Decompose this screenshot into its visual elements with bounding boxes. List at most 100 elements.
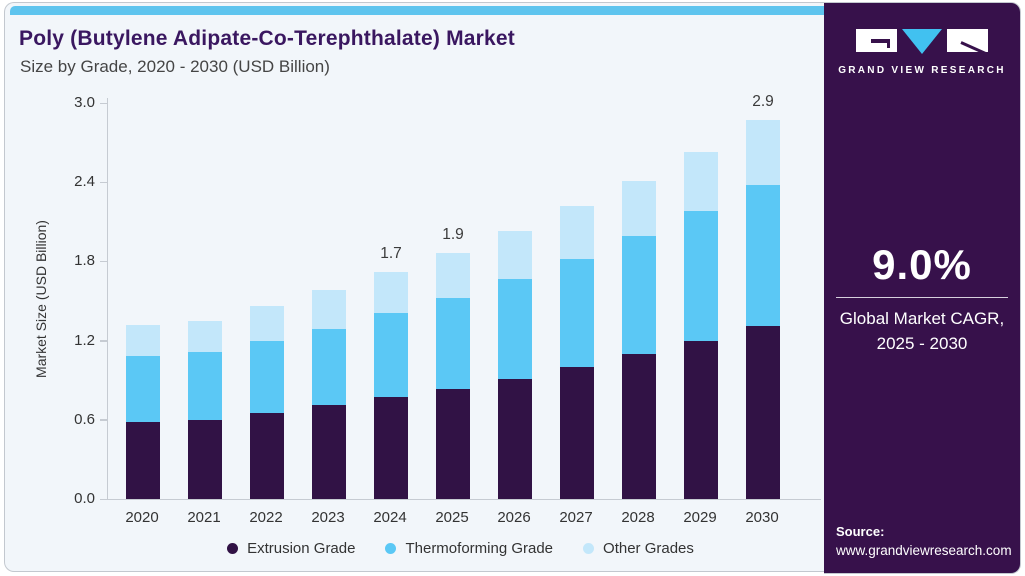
x-tick-label-2030: 2030 xyxy=(745,509,779,526)
bar-2023-extrusion-grade xyxy=(312,405,346,499)
bar-2027 xyxy=(560,206,594,499)
legend-label: Other Grades xyxy=(603,540,694,557)
bar-2020-extrusion-grade xyxy=(126,422,160,499)
bar-2020-thermoforming-grade xyxy=(126,356,160,422)
bar-2023 xyxy=(312,290,346,499)
bar-2028-thermoforming-grade xyxy=(622,236,656,354)
gvr-logo-g-cut xyxy=(871,39,890,47)
bar-2025-other-grades xyxy=(436,253,470,298)
gvr-logo: GRAND VIEW RESEARCH xyxy=(824,29,1020,76)
bar-2025 xyxy=(436,253,470,499)
bar-2021-other-grades xyxy=(188,321,222,352)
bar-2027-other-grades xyxy=(560,206,594,259)
legend-item-other-grades: Other Grades xyxy=(583,540,694,557)
bar-2029-extrusion-grade xyxy=(684,341,718,499)
chart-card: Poly (Butylene Adipate-Co-Terephthalate)… xyxy=(4,2,826,572)
y-tick-mark xyxy=(100,340,107,342)
bar-2022-thermoforming-grade xyxy=(250,341,284,413)
source-block: Source: www.grandviewresearch.com xyxy=(836,522,1012,560)
bar-2023-thermoforming-grade xyxy=(312,329,346,405)
x-tick-label-2021: 2021 xyxy=(187,509,221,526)
bar-2029-thermoforming-grade xyxy=(684,211,718,341)
cagr-divider xyxy=(836,297,1008,298)
bar-2022-extrusion-grade xyxy=(250,413,284,499)
bar-value-label-2024: 1.7 xyxy=(380,245,402,262)
bar-2021-extrusion-grade xyxy=(188,420,222,499)
bar-2028-extrusion-grade xyxy=(622,354,656,499)
bar-2021-thermoforming-grade xyxy=(188,352,222,420)
cagr-value: 9.0% xyxy=(872,241,972,288)
y-axis-title: Market Size (USD Billion) xyxy=(33,220,49,378)
legend-label: Thermoforming Grade xyxy=(405,540,554,557)
bar-2029 xyxy=(684,152,718,499)
y-tick-label: 2.4 xyxy=(74,173,95,191)
y-tick-mark xyxy=(100,260,107,263)
x-tick-label-2024: 2024 xyxy=(373,509,407,526)
bar-2024-other-grades xyxy=(374,272,408,313)
source-label: Source: xyxy=(836,524,885,539)
y-tick-mark xyxy=(100,102,107,104)
bar-2023-other-grades xyxy=(312,290,346,329)
gvr-logo-r-cut xyxy=(960,41,990,57)
cagr-caption-line1: Global Market CAGR, xyxy=(839,309,1005,328)
bar-2024-extrusion-grade xyxy=(374,397,408,499)
legend-dot-icon xyxy=(227,543,239,554)
cagr-caption-line2: 2025 - 2030 xyxy=(876,334,968,353)
bar-2028 xyxy=(622,181,656,499)
chart-subtitle: Size by Grade, 2020 - 2030 (USD Billion) xyxy=(20,57,330,76)
bar-2022 xyxy=(250,306,284,499)
bar-2026-other-grades xyxy=(498,231,532,279)
y-tick-mark xyxy=(100,498,107,500)
y-tick-label: 1.8 xyxy=(74,252,95,270)
bar-2030-thermoforming-grade xyxy=(746,185,780,326)
bar-2025-thermoforming-grade xyxy=(436,298,470,389)
y-tick-label: 1.2 xyxy=(74,331,95,349)
x-tick-label-2023: 2023 xyxy=(311,509,345,526)
source-url: www.grandviewresearch.com xyxy=(836,543,1012,558)
bar-2027-extrusion-grade xyxy=(560,367,594,499)
bar-2027-thermoforming-grade xyxy=(560,259,594,367)
cagr-block: 9.0% Global Market CAGR, 2025 - 2030 xyxy=(824,241,1020,356)
bar-2024 xyxy=(374,272,408,499)
bar-2024-thermoforming-grade xyxy=(374,313,408,397)
y-tick-mark xyxy=(100,181,107,184)
gvr-logo-shapes xyxy=(824,29,1020,57)
bar-value-label-2025: 1.9 xyxy=(442,226,464,243)
bar-2030 xyxy=(746,120,780,499)
bar-2026 xyxy=(498,231,532,499)
bar-2030-extrusion-grade xyxy=(746,326,780,499)
y-tick-label: 0.6 xyxy=(74,410,95,428)
legend-item-extrusion-grade: Extrusion Grade xyxy=(227,540,355,557)
top-accent-strip xyxy=(10,6,826,15)
bar-2020 xyxy=(126,325,160,499)
bar-2028-other-grades xyxy=(622,181,656,236)
x-tick-label-2022: 2022 xyxy=(249,509,283,526)
x-tick-label-2028: 2028 xyxy=(621,509,655,526)
brand-sidebar: GRAND VIEW RESEARCH 9.0% Global Market C… xyxy=(824,2,1021,574)
x-tick-label-2020: 2020 xyxy=(125,509,159,526)
y-tick-label: 0.0 xyxy=(74,490,95,507)
gvr-logo-wordmark: GRAND VIEW RESEARCH xyxy=(838,65,1006,76)
gvr-logo-g-icon xyxy=(856,29,897,52)
y-tick-mark xyxy=(100,419,107,421)
bar-2020-other-grades xyxy=(126,325,160,356)
x-tick-label-2027: 2027 xyxy=(559,509,593,526)
x-tick-label-2029: 2029 xyxy=(683,509,717,526)
y-tick-label: 3.0 xyxy=(74,94,95,111)
chart-title: Poly (Butylene Adipate-Co-Terephthalate)… xyxy=(19,27,515,50)
bar-2030-other-grades xyxy=(746,120,780,185)
plot-area: 1.7 1.9 2.9 xyxy=(100,93,821,500)
bar-2026-thermoforming-grade xyxy=(498,279,532,379)
gvr-logo-triangle-icon xyxy=(902,29,942,54)
legend-label: Extrusion Grade xyxy=(247,540,356,557)
bar-2029-other-grades xyxy=(684,152,718,211)
bar-2025-extrusion-grade xyxy=(436,389,470,499)
legend: Extrusion Grade Thermoforming Grade Other … xyxy=(105,540,816,557)
x-tick-label-2026: 2026 xyxy=(497,509,531,526)
bar-value-label-2030: 2.9 xyxy=(752,93,774,110)
bar-2021 xyxy=(188,321,222,499)
bar-2026-extrusion-grade xyxy=(498,379,532,499)
x-tick-label-2025: 2025 xyxy=(435,509,469,526)
legend-dot-icon xyxy=(583,543,595,554)
legend-dot-icon xyxy=(385,543,397,554)
